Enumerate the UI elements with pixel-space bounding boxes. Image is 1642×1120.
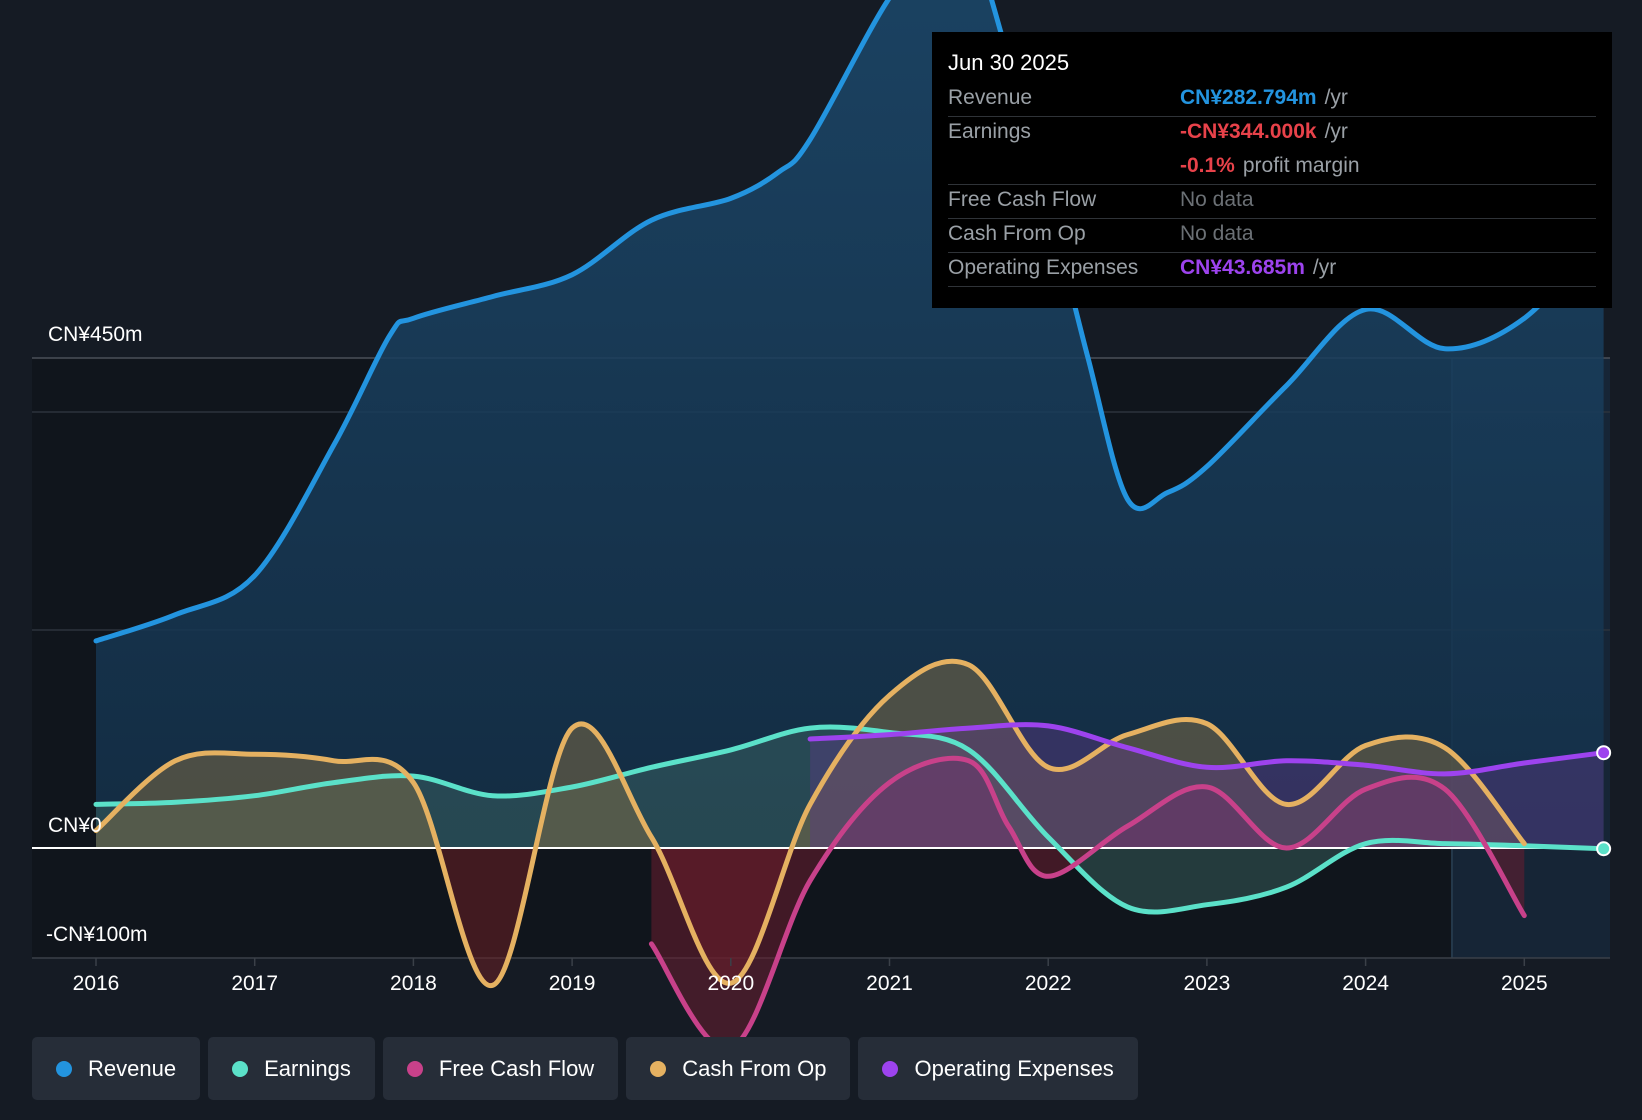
tooltip-value: CN¥282.794m/yr: [1180, 86, 1348, 110]
y-label-bottom: -CN¥100m: [46, 923, 148, 946]
y-label-zero: CN¥0: [48, 814, 102, 837]
x-tick-label: 2019: [549, 972, 596, 995]
tooltip-value: -CN¥344.000k/yr: [1180, 120, 1348, 144]
x-tick-label: 2018: [390, 972, 437, 995]
x-tick-label: 2023: [1184, 972, 1231, 995]
tooltip-row-opex: Operating Expenses CN¥43.685m/yr: [948, 252, 1596, 287]
tooltip-row-revenue: Revenue CN¥282.794m/yr: [948, 82, 1596, 117]
earnings-end-marker[interactable]: [1596, 841, 1612, 857]
tooltip-value: CN¥43.685m/yr: [1180, 256, 1336, 280]
tooltip-row-earnings: Earnings -CN¥344.000k/yr -0.1% profit mar…: [948, 116, 1596, 185]
tooltip-value: No data: [1180, 222, 1254, 245]
legend-label: Revenue: [88, 1055, 177, 1081]
opex-dot-icon: [882, 1060, 899, 1077]
tooltip-label: Revenue: [948, 86, 1033, 109]
unit: /yr: [1324, 120, 1348, 143]
legend-item-cfo[interactable]: Cash From Op: [626, 1037, 851, 1100]
x-tick-label: 2020: [707, 972, 754, 995]
opex-value: CN¥43.685m: [1180, 256, 1305, 279]
cfo-area-negative: [96, 848, 1525, 986]
unit: /yr: [1324, 86, 1348, 109]
revenue-area-positive: [96, 0, 1604, 848]
x-tick-label: 2025: [1501, 972, 1548, 995]
legend-item-revenue[interactable]: Revenue: [32, 1037, 201, 1100]
y-label-top: CN¥450m: [48, 323, 143, 346]
x-tick-label: 2021: [866, 972, 913, 995]
fcf-area-negative: [651, 848, 1525, 1050]
tooltip-value: No data: [1180, 188, 1254, 211]
earnings-value: -CN¥344.000k: [1180, 120, 1317, 143]
revenue-line: [93, 0, 1607, 644]
earnings-dot-icon: [232, 1060, 249, 1077]
tooltip-label: Earnings: [948, 120, 1031, 143]
x-tick-label: 2024: [1342, 972, 1389, 995]
tooltip-label: Cash From Op: [948, 222, 1086, 245]
margin-text: profit margin: [1242, 154, 1360, 177]
tooltip-label: Operating Expenses: [948, 256, 1139, 279]
x-tick-label: 2017: [231, 972, 278, 995]
fcf-area-positive: [651, 758, 1525, 848]
x-tick-label: 2022: [1025, 972, 1072, 995]
cfo-dot-icon: [650, 1060, 667, 1077]
x-tick-label: 2016: [73, 972, 120, 995]
legend-label: Free Cash Flow: [438, 1055, 595, 1081]
legend: Revenue Earnings Free Cash Flow Cash Fro…: [32, 1037, 1138, 1100]
legend-label: Cash From Op: [682, 1055, 827, 1081]
profit-margin: -0.1% profit margin: [1180, 154, 1360, 178]
legend-item-opex[interactable]: Operating Expenses: [858, 1037, 1138, 1100]
opex-line: [807, 722, 1607, 777]
unit: /yr: [1312, 256, 1337, 279]
margin-value: -0.1%: [1180, 154, 1235, 177]
opex-end-marker[interactable]: [1596, 745, 1612, 761]
fcf-line: [648, 755, 1527, 1052]
earnings-area-negative: [96, 848, 1604, 912]
legend-item-earnings[interactable]: Earnings: [208, 1037, 375, 1100]
cfo-line: [93, 658, 1527, 988]
legend-label: Operating Expenses: [914, 1055, 1114, 1081]
legend-item-fcf[interactable]: Free Cash Flow: [382, 1037, 619, 1100]
revenue-value: CN¥282.794m: [1180, 86, 1317, 109]
tooltip-row-cfo: Cash From Op No data: [948, 218, 1596, 253]
tooltip-row-fcf: Free Cash Flow No data: [948, 184, 1596, 219]
legend-label: Earnings: [264, 1055, 351, 1081]
revenue-dot-icon: [56, 1060, 72, 1077]
tooltip-date: Jun 30 2025: [948, 50, 1070, 75]
fcf-dot-icon: [406, 1060, 423, 1077]
tooltip-panel: Jun 30 2025 Revenue CN¥282.794m/yr Earni…: [932, 32, 1612, 308]
earnings-line: [93, 724, 1607, 915]
tooltip-label: Free Cash Flow: [948, 188, 1097, 211]
